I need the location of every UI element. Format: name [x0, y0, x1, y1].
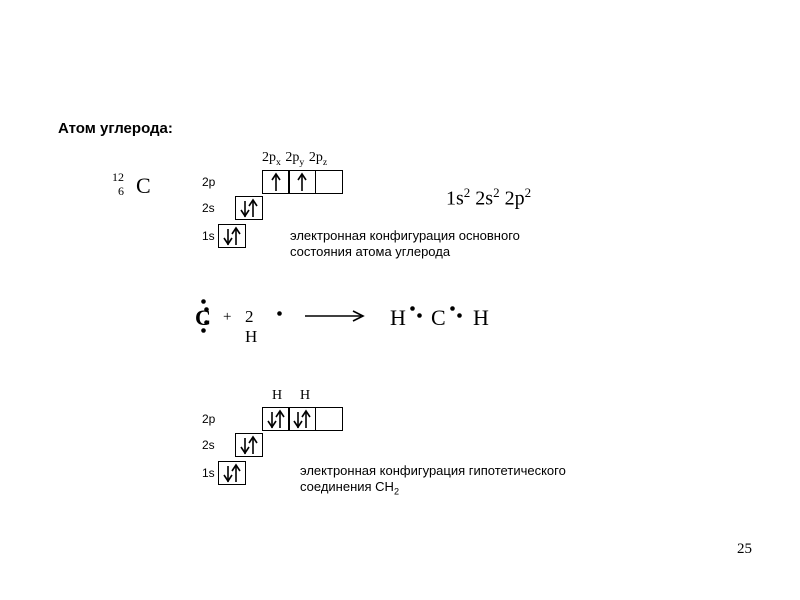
caption-groundstate-line2: состояния атома углерода — [290, 244, 450, 259]
bond-dots-left — [410, 306, 424, 320]
product-H2: H — [473, 305, 489, 331]
arrow-up-icon — [289, 171, 315, 193]
reaction-plus: + — [223, 309, 231, 326]
reaction-C: C — [195, 305, 211, 331]
orbital-2s-row — [236, 196, 263, 220]
ch2-level-label-2s: 2s — [202, 438, 215, 452]
arrow-pair-icon — [236, 197, 262, 219]
orbital-2py — [288, 170, 316, 194]
orbital-2p-row — [263, 170, 343, 194]
ch2-orbital-2s — [235, 433, 263, 457]
reaction-arrow-icon — [305, 308, 367, 324]
2px-label: 2px — [262, 150, 281, 165]
arrow-pair-icon — [236, 434, 262, 456]
ch2-orbital-2p-row — [263, 407, 343, 431]
level-label-2p: 2p — [202, 175, 215, 189]
arrow-up-icon — [263, 171, 289, 193]
caption-groundstate-line1: электронная конфигурация основного — [290, 228, 520, 243]
ch2-orbital-2py — [288, 407, 316, 431]
page-number: 25 — [737, 541, 752, 558]
arrow-pair-icon — [219, 462, 245, 484]
ch2-h-label-2: H — [300, 388, 310, 404]
arrow-pair-icon — [263, 408, 289, 430]
2pz-label: 2pz — [309, 150, 327, 165]
orbital-2pz — [315, 170, 343, 194]
ch2-level-label-1s: 1s — [202, 466, 215, 480]
ch2-orbital-1s-row — [219, 461, 246, 485]
caption-ch2-line2: соединения CH2 — [300, 479, 399, 497]
ch2-orbital-2s-row — [236, 433, 263, 457]
mass-number: 12 — [112, 170, 124, 185]
caption-ch2-line1: электронная конфигурация гипотетического — [300, 463, 566, 478]
ch2-level-label-2p: 2p — [202, 412, 215, 426]
product-H1: H — [390, 305, 406, 331]
page-title: Атом углерода: — [58, 120, 173, 137]
orbital-1s — [218, 224, 246, 248]
level-label-2s: 2s — [202, 201, 215, 215]
h-dot-icon — [277, 311, 283, 317]
element-symbol: C — [136, 173, 151, 199]
2py-label: 2py — [285, 150, 304, 165]
orbital-2p-header: 2px 2py 2pz — [262, 150, 327, 168]
ch2-orbital-2px — [262, 407, 290, 431]
electron-configuration: 1s2 2s2 2p2 — [446, 185, 531, 211]
arrow-pair-icon — [219, 225, 245, 247]
reaction-2H: 2 H — [245, 307, 257, 347]
orbital-1s-row — [219, 224, 246, 248]
ch2-h-label-1: H — [272, 388, 282, 404]
bond-dots-right — [450, 306, 464, 320]
orbital-2s — [235, 196, 263, 220]
level-label-1s: 1s — [202, 229, 215, 243]
ch2-orbital-1s — [218, 461, 246, 485]
ch2-orbital-2pz — [315, 407, 343, 431]
orbital-2px — [262, 170, 290, 194]
atomic-number: 6 — [118, 184, 124, 199]
product-C: C — [431, 305, 446, 331]
arrow-pair-icon — [289, 408, 315, 430]
